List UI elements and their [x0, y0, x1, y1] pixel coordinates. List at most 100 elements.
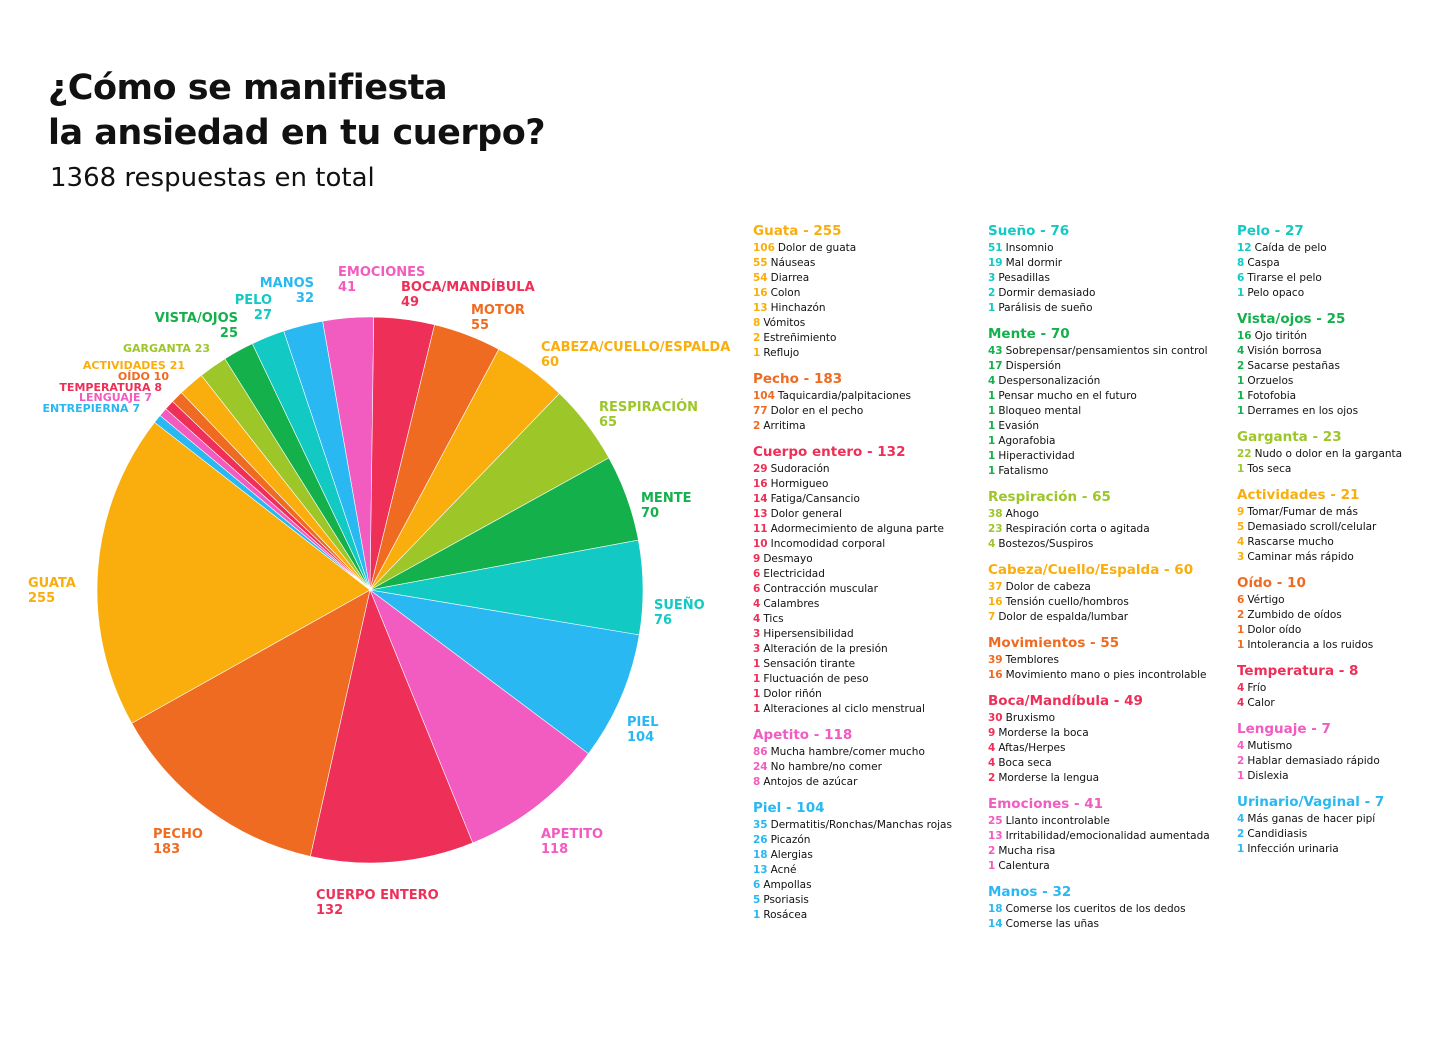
legend-category-title: Guata - 255 — [753, 223, 842, 239]
legend-item: 8 Vómitos — [753, 316, 952, 331]
legend-item: 26 Picazón — [753, 833, 952, 848]
legend-item-count: 13 — [753, 302, 768, 314]
legend-category-title: Mente - 70 — [988, 326, 1070, 342]
legend-item-label: Sobrepensar/pensamientos sin control — [1005, 345, 1208, 357]
legend-item-count: 1 — [1237, 375, 1245, 387]
legend-column-2: Sueño - 76 51 Insomnio 19 Mal dormir 3 Pesadil… — [988, 222, 1210, 941]
legend-item-label: Dolor de cabeza — [1005, 581, 1091, 593]
legend-item: 1 Dolor riñón — [753, 687, 952, 702]
legend-item-label: Hinchazón — [770, 302, 826, 314]
legend-category-title: Boca/Mandíbula - 49 — [988, 693, 1143, 709]
legend-item-label: Morderse la boca — [998, 727, 1089, 739]
legend-item-count: 1 — [753, 909, 761, 921]
legend-item: 2 Zumbido de oídos — [1237, 608, 1402, 623]
legend-item-label: Rosácea — [763, 909, 808, 921]
legend-item: 54 Diarrea — [753, 271, 952, 286]
legend-item: 16 Ojo tiritón — [1237, 329, 1402, 344]
legend-item-label: Mal dormir — [1005, 257, 1063, 269]
legend-item-count: 1 — [1237, 843, 1245, 855]
legend-item-count: 16 — [1237, 330, 1252, 342]
legend-item-label: Antojos de azúcar — [763, 776, 858, 788]
legend-item: 16 Colon — [753, 286, 952, 301]
legend-item-label: Hipersensibilidad — [763, 628, 854, 640]
legend-item-count: 9 — [1237, 506, 1245, 518]
legend-item: 4 Más ganas de hacer pipí — [1237, 812, 1402, 827]
legend-item-count: 5 — [1237, 521, 1245, 533]
pie-slice-cuerpo-entero — [309, 588, 474, 864]
legend-item-label: Caminar más rápido — [1247, 551, 1354, 563]
legend-item-label: Colon — [770, 287, 801, 299]
legend-item-count: 6 — [753, 879, 761, 891]
legend-item-count: 2 — [1237, 609, 1245, 621]
legend-item-label: Boca seca — [998, 757, 1052, 769]
legend-item-count: 5 — [753, 894, 761, 906]
legend-item-label: Temblores — [1005, 654, 1059, 666]
legend-item-count: 4 — [753, 613, 761, 625]
legend-item-label: Sacarse pestañas — [1247, 360, 1340, 372]
legend-item-label: Dolor de guata — [777, 242, 857, 254]
legend-item-count: 6 — [753, 568, 761, 580]
legend-item-label: Alteración de la presión — [763, 643, 888, 655]
legend-item: 1 Dolor oído — [1237, 623, 1402, 638]
legend-item-count: 1 — [1237, 287, 1245, 299]
legend-category-title: Piel - 104 — [753, 800, 825, 816]
legend-category: Oído - 10 6 Vértigo 2 Zumbido de oídos 1 Dolor… — [1237, 574, 1402, 653]
legend-category: Boca/Mandíbula - 49 30 Bruxismo 9 Morderse l… — [988, 692, 1210, 786]
legend-category: Mente - 70 43 Sobrepensar/pensamientos sin… — [988, 325, 1210, 479]
legend-item-label: Zumbido de oídos — [1247, 609, 1342, 621]
legend-item: 1 Orzuelos — [1237, 374, 1402, 389]
legend-category: Garganta - 23 22 Nudo o dolor en la gargan… — [1237, 428, 1402, 477]
legend-item-count: 1 — [988, 465, 996, 477]
legend-item-label: Intolerancia a los ruidos — [1247, 639, 1374, 651]
legend-item: 1 Hiperactividad — [988, 449, 1210, 464]
legend-item: 1 Parálisis de sueño — [988, 301, 1210, 316]
legend-item-label: Vértigo — [1247, 594, 1285, 606]
legend-item-label: Dermatitis/Ronchas/Manchas rojas — [770, 819, 952, 831]
legend-item-label: Hablar demasiado rápido — [1247, 755, 1380, 767]
legend-item-label: Respiración corta o agitada — [1005, 523, 1150, 535]
legend-item-label: Candidiasis — [1247, 828, 1308, 840]
legend-item-count: 3 — [753, 628, 761, 640]
legend-item-count: 4 — [1237, 813, 1245, 825]
legend-item-label: Agorafobia — [998, 435, 1056, 447]
legend-category-title: Apetito - 118 — [753, 727, 853, 743]
legend-item-label: Fluctuación de peso — [763, 673, 869, 685]
legend-item-label: Bruxismo — [1005, 712, 1056, 724]
legend-item-count: 18 — [988, 903, 1003, 915]
legend-item-label: Alergias — [770, 849, 813, 861]
legend-item-count: 2 — [1237, 828, 1245, 840]
legend-category-title: Manos - 32 — [988, 884, 1072, 900]
legend-item: 7 Dolor de espalda/lumbar — [988, 610, 1210, 625]
legend-item-count: 1 — [753, 673, 761, 685]
legend-item-label: Tics — [763, 613, 784, 625]
legend-item-label: Bloqueo mental — [998, 405, 1082, 417]
legend-item: 4 Bostezos/Suspiros — [988, 537, 1210, 552]
legend-item: 2 Hablar demasiado rápido — [1237, 754, 1402, 769]
legend-category: Piel - 104 35 Dermatitis/Ronchas/Manchas r… — [753, 799, 952, 923]
legend-item: 12 Caída de pelo — [1237, 241, 1402, 256]
legend-item-count: 18 — [753, 849, 768, 861]
legend-item: 1 Fotofobia — [1237, 389, 1402, 404]
legend-item: 4 Calambres — [753, 597, 952, 612]
legend-item-count: 1 — [988, 390, 996, 402]
legend-item: 18 Alergias — [753, 848, 952, 863]
legend-item-label: Mucha hambre/comer mucho — [770, 746, 925, 758]
legend-item-count: 9 — [988, 727, 996, 739]
legend-item-label: Despersonalización — [998, 375, 1101, 387]
legend-item: 8 Caspa — [1237, 256, 1402, 271]
legend-item-count: 22 — [1237, 448, 1252, 460]
legend-item-label: Tirarse el pelo — [1247, 272, 1322, 284]
legend-item-count: 2 — [753, 332, 761, 344]
legend-item-count: 2 — [1237, 755, 1245, 767]
legend-item-label: Evasión — [998, 420, 1040, 432]
pie-label-piel: PIEL 104 — [627, 715, 659, 745]
legend-item-label: Insomnio — [1005, 242, 1054, 254]
legend-item: 6 Contracción muscular — [753, 582, 952, 597]
legend-item-label: Más ganas de hacer pipí — [1247, 813, 1376, 825]
legend-item-count: 8 — [753, 317, 761, 329]
legend-item: 39 Temblores — [988, 653, 1210, 668]
legend-item-count: 4 — [988, 538, 996, 550]
legend-column-3: Pelo - 27 12 Caída de pelo 8 Caspa 6 Tirarse e… — [1237, 222, 1402, 866]
legend-item-count: 4 — [1237, 536, 1245, 548]
legend-item-label: Caspa — [1247, 257, 1280, 269]
